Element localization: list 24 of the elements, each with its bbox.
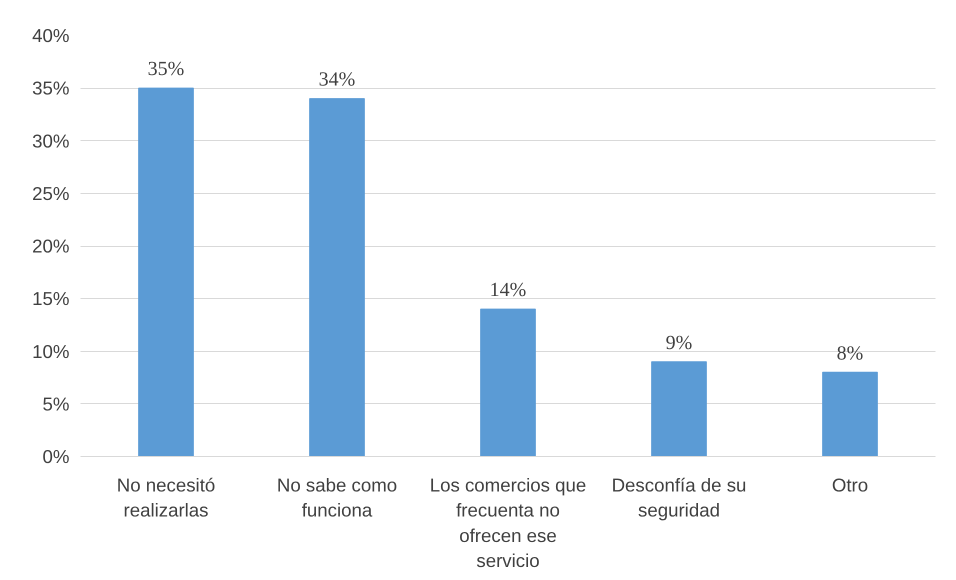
data-label: 8% <box>836 342 864 364</box>
x-tick-label: No necesitó realizarlas <box>116 474 216 521</box>
data-label: 35% <box>148 58 184 80</box>
y-tick-label: 40% <box>32 25 70 46</box>
y-tick-label: 10% <box>32 340 70 362</box>
y-tick-label: 0% <box>42 446 70 467</box>
bar <box>480 308 536 456</box>
y-tick-label: 30% <box>32 130 70 152</box>
x-tick-label: Desconfía de su seguridad <box>612 474 746 521</box>
y-tick-label: 5% <box>42 393 70 414</box>
x-tick-label: Los comercios que frecuenta no ofrecen ese servicio <box>430 474 586 572</box>
y-tick-label: 25% <box>32 182 70 204</box>
data-label: 9% <box>666 332 692 354</box>
bar <box>309 98 365 456</box>
bar <box>822 372 878 456</box>
data-label: 34% <box>318 68 356 91</box>
data-label: 14% <box>490 279 526 302</box>
y-tick-label: 20% <box>32 236 70 256</box>
bar <box>138 88 194 456</box>
x-tick-label: No sabe como funciona <box>276 474 398 521</box>
x-tick-label: Otro <box>832 474 868 496</box>
bar <box>651 361 707 456</box>
y-tick-label: 35% <box>32 78 70 99</box>
y-tick-label: 15% <box>32 288 70 310</box>
